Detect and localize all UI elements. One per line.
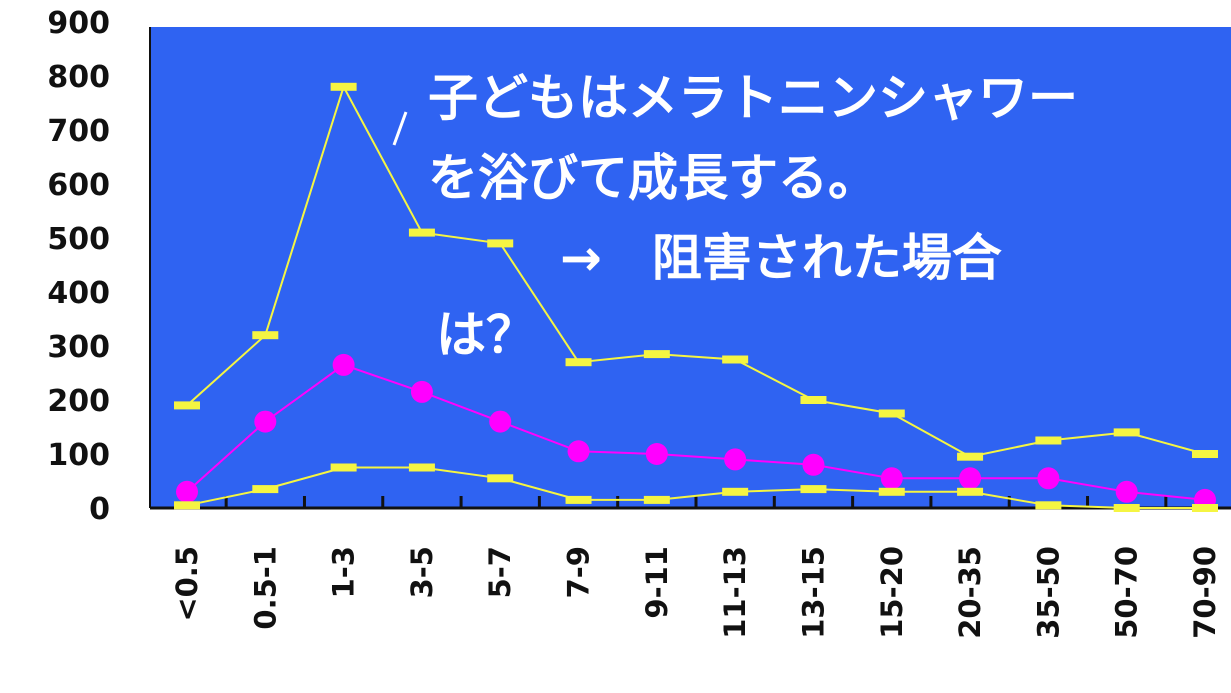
data-point <box>722 487 749 496</box>
x-axis: <0.5 0.5-1 1-3 3-5 5-7 7-9 9-11 11-13 13-15 15-20… <box>149 27 1231 639</box>
data-point <box>487 474 514 483</box>
series-1 <box>174 82 1218 461</box>
series-line <box>186 466 1205 509</box>
x-tick-label: 11-13 <box>718 546 752 639</box>
series-line <box>186 363 1206 501</box>
y-tick-label: 600 <box>47 168 110 203</box>
series-layer <box>174 82 1218 512</box>
x-tick-label: <0.5 <box>170 546 204 622</box>
x-tick-label: 35-50 <box>1031 546 1065 639</box>
x-tick-label: 3-5 <box>405 546 439 598</box>
data-point <box>880 467 903 490</box>
annotation-line-4: は？ <box>436 306 536 364</box>
data-point <box>330 82 357 91</box>
y-tick-label: 100 <box>47 438 110 473</box>
annotation-line-3: → 阻害された場合 <box>560 229 1002 287</box>
x-tick-label: 13-15 <box>796 546 830 639</box>
data-point <box>724 448 747 471</box>
data-point <box>802 453 825 476</box>
y-tick-label: 0 <box>89 492 110 527</box>
annotation-line-2: を浴びて成長する。 <box>428 149 878 207</box>
data-point <box>800 396 827 404</box>
x-tick-label: 1-3 <box>327 546 361 598</box>
data-point <box>252 485 279 494</box>
data-point <box>957 452 984 461</box>
series-3 <box>174 463 1218 512</box>
data-point <box>330 463 357 472</box>
data-point <box>565 358 592 367</box>
data-point <box>567 440 590 463</box>
data-point <box>408 228 435 237</box>
x-tick-label: 9-11 <box>640 546 674 619</box>
data-point <box>800 485 827 494</box>
y-tick-label: 900 <box>47 6 110 41</box>
data-point <box>1037 467 1060 490</box>
x-tick-label: 20-35 <box>953 546 987 639</box>
data-point <box>722 355 749 364</box>
data-point <box>254 410 277 433</box>
data-point <box>957 487 984 496</box>
data-point <box>176 480 198 503</box>
data-point <box>1113 428 1140 437</box>
y-tick-label: 800 <box>47 60 110 95</box>
data-point <box>1192 450 1218 458</box>
data-point <box>643 350 670 359</box>
plot-area <box>150 27 1231 508</box>
x-tick-label: 15-20 <box>875 546 909 639</box>
y-tick-label: 400 <box>47 276 110 311</box>
annotation-pointer <box>392 111 408 146</box>
data-point <box>408 463 435 472</box>
x-tick-label: 7-9 <box>562 546 596 598</box>
x-tick-label: 70-90 <box>1188 546 1222 639</box>
x-tick-label: 5-7 <box>483 546 517 598</box>
data-point <box>489 410 512 433</box>
data-point <box>332 353 355 376</box>
data-point <box>487 239 514 248</box>
data-point <box>1035 501 1062 510</box>
data-point <box>878 409 905 418</box>
y-tick-label: 200 <box>47 384 110 419</box>
x-tick-label: 0.5-1 <box>248 546 282 630</box>
annotation: 子どもはメラトニンシャワー を浴びて成長する。 → 阻害された場合 は？ <box>392 69 1078 364</box>
data-point <box>410 380 433 403</box>
data-point <box>1035 436 1062 445</box>
data-point <box>174 401 200 410</box>
data-point <box>1115 480 1138 503</box>
data-point <box>565 495 592 504</box>
y-tick-label: 500 <box>47 222 110 257</box>
data-point <box>174 501 200 510</box>
series-2 <box>176 353 1216 511</box>
data-point <box>645 443 668 465</box>
annotation-line-1: 子どもはメラトニンシャワー <box>428 69 1078 127</box>
y-tick-label: 700 <box>47 114 110 149</box>
data-point <box>878 487 905 496</box>
y-tick-label: 300 <box>47 330 110 365</box>
data-point <box>1113 504 1140 512</box>
series-line <box>186 84 1206 458</box>
data-point <box>959 467 982 490</box>
data-point <box>252 331 279 340</box>
data-point <box>643 495 670 504</box>
y-axis-ticks: 900 800 700 600 500 400 300 200 100 0 <box>47 6 110 527</box>
data-point <box>1192 504 1218 512</box>
x-tick-label: 50-70 <box>1110 546 1144 639</box>
